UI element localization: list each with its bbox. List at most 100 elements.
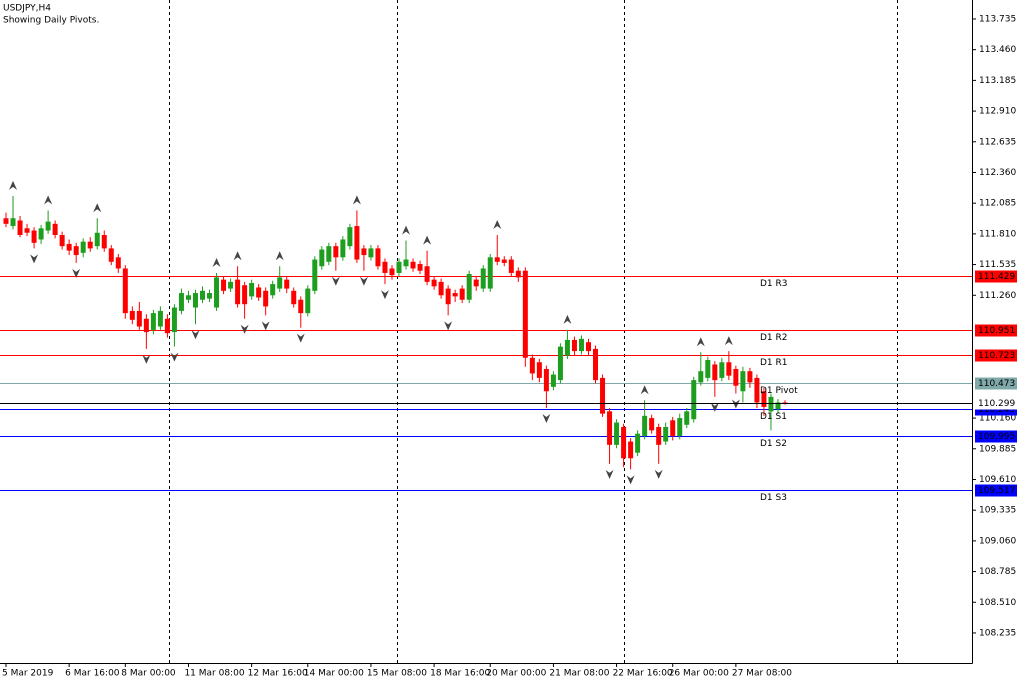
fractal-down (191, 330, 200, 340)
fractal-down (605, 469, 614, 479)
candle-body (691, 380, 697, 420)
candle-body (782, 402, 788, 404)
candle-body (228, 281, 234, 289)
candle-body (768, 396, 774, 412)
x-tick-label: 26 Mar 00:00 (669, 669, 729, 679)
y-tick-label: 113.735 (979, 14, 1016, 24)
candle-body (235, 279, 241, 305)
candle-body (487, 257, 493, 289)
y-tick-label: 110.160 (979, 414, 1016, 424)
candle-body (200, 290, 206, 300)
fractal-down (380, 290, 389, 300)
pivot-price-label: 110.473 (978, 379, 1015, 389)
candle-body (101, 234, 107, 249)
candle-body (256, 287, 262, 298)
candle-body (10, 218, 16, 227)
candle-body (87, 241, 93, 249)
y-tick-label: 111.260 (979, 291, 1016, 301)
chart-title: USDJPY,H4 (3, 4, 51, 14)
candle-body (249, 282, 255, 297)
fractal-up (640, 385, 649, 395)
pivot-price-label: 109.995 (978, 432, 1015, 442)
candle-body (73, 246, 79, 256)
candle-body (733, 368, 739, 386)
x-tick-label: 21 Mar 08:00 (549, 669, 609, 679)
pivot-price-box (975, 430, 1017, 443)
candle-body (417, 264, 423, 271)
x-tick-label: 18 Mar 16:00 (430, 669, 490, 679)
candle-body (705, 360, 711, 378)
candle-body (270, 284, 276, 296)
candle-body (94, 232, 100, 247)
candle-body (368, 248, 374, 258)
candle-body (361, 248, 367, 256)
fractal-down (444, 321, 453, 331)
candle-body (494, 257, 500, 262)
current-price-box (975, 397, 1017, 410)
fractal-down (710, 402, 719, 412)
fractal-down (359, 276, 368, 286)
fractal-up (493, 219, 502, 229)
candle-body (522, 270, 528, 358)
pivot-price-label: 111.429 (978, 272, 1015, 282)
candle-body (564, 339, 570, 356)
candle-body (642, 415, 648, 436)
candle-body (382, 261, 388, 273)
candle-body (529, 357, 535, 374)
candle-body (775, 402, 781, 410)
candle-body (31, 230, 37, 243)
candle-body (452, 293, 458, 297)
candle-body (515, 270, 521, 278)
candle-body (670, 420, 676, 436)
fractal-up (275, 251, 284, 261)
candle-body (108, 248, 114, 262)
fractal-down (626, 475, 635, 485)
candle-body (747, 371, 753, 383)
fractal-down (542, 414, 551, 424)
x-tick-label: 22 Mar 16:00 (613, 669, 673, 679)
candle-body (164, 318, 170, 334)
candle-body (466, 274, 472, 300)
candle-body (614, 422, 620, 445)
candle-body (438, 281, 444, 296)
fractal-down (30, 254, 39, 264)
candle-body (754, 377, 760, 403)
candle-body (214, 277, 220, 308)
y-tick-label: 108.785 (979, 567, 1016, 577)
candle-body (719, 362, 725, 378)
candle-body (698, 371, 704, 383)
candle-body (178, 293, 184, 311)
y-tick-label: 111.810 (979, 229, 1016, 239)
candle-body (473, 279, 479, 287)
fractal-down (296, 333, 305, 343)
candle-body (677, 418, 683, 436)
candle-body (656, 427, 662, 445)
candle-body (284, 279, 290, 289)
fractal-down (142, 354, 151, 364)
candle-body (298, 299, 304, 314)
candle-body (312, 259, 318, 291)
candle-body (122, 268, 128, 314)
fractal-up (352, 195, 361, 205)
y-tick-label: 113.185 (979, 76, 1016, 86)
x-tick-label: 8 Mar 00:00 (121, 669, 176, 679)
y-tick-label: 112.360 (979, 168, 1016, 178)
pivot-name: D1 R1 (760, 358, 788, 368)
candle-body (38, 228, 44, 240)
fractal-up (423, 235, 432, 245)
candle-body (649, 418, 655, 431)
pivot-price-box (975, 484, 1017, 497)
fractal-down (654, 469, 663, 479)
candle-body (192, 293, 198, 308)
fractal-up (9, 180, 18, 190)
fractal-down (261, 321, 270, 331)
candle-body (340, 239, 346, 258)
candle-body (347, 227, 353, 247)
fractal-up (563, 314, 572, 324)
candle-body (571, 339, 577, 352)
candle-body (143, 318, 149, 333)
candle-body (403, 259, 409, 267)
candle-body (171, 307, 177, 333)
pivot-price-box (975, 270, 1017, 283)
candle-body (319, 249, 325, 267)
